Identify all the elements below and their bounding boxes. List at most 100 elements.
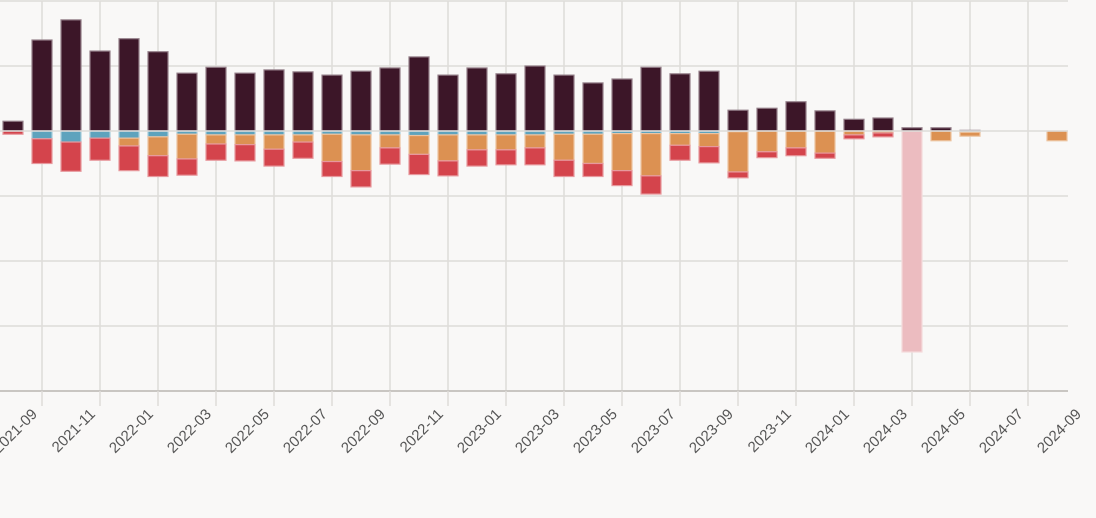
bar-orange-2024-04	[930, 130, 952, 142]
bar-positive-2023-03	[553, 74, 575, 132]
x-tick-label: 2023-03	[512, 406, 563, 457]
bar-positive-2023-10	[756, 107, 778, 132]
bar-positive-2023-04	[582, 82, 604, 132]
bar-red-2022-12	[466, 149, 488, 167]
bar-blue-2022-01	[147, 130, 169, 138]
bar-orange-2022-03	[205, 134, 227, 145]
bar-red-2021-12	[118, 145, 140, 172]
y-gridlines	[0, 0, 1068, 327]
bar-positive-2022-01	[147, 51, 169, 132]
bar-red-2023-12	[814, 152, 836, 159]
x-tick-label: 2021-11	[49, 406, 99, 456]
bar-orange-2022-08	[350, 134, 372, 172]
bar-orange-2021-12	[118, 137, 140, 147]
x-tick-label: 2024-05	[918, 406, 969, 457]
bar-positive-2021-09	[31, 39, 53, 132]
bar-orange-2022-02	[176, 133, 198, 160]
bar-red-2023-10	[756, 151, 778, 159]
x-tick-label: 2022-03	[164, 406, 215, 457]
bar-orange-2023-11	[785, 130, 807, 149]
x-axis-ticks	[41, 391, 1029, 406]
bar-orange-2024-08	[1046, 130, 1068, 142]
bar-positive-2022-09	[379, 67, 401, 132]
bar-positive-2023-08	[698, 70, 720, 132]
x-tick-label: 2022-01	[106, 406, 157, 457]
bar-positive-2022-03	[205, 66, 227, 132]
bar-red-2022-10	[408, 153, 430, 176]
bar-positive-2021-11	[89, 50, 111, 132]
bar-red-2022-03	[205, 143, 227, 161]
bar-orange-2022-01	[147, 136, 169, 157]
bar-blue-2021-10	[60, 130, 82, 143]
bar-orange-2023-09	[727, 131, 749, 173]
x-tick-label: 2023-07	[628, 406, 679, 457]
x-tick-label: 2024-01	[802, 406, 853, 457]
x-tick-label: 2022-09	[338, 406, 389, 457]
bar-orange-2023-07	[669, 133, 691, 146]
bar-positive-2021-12	[118, 38, 140, 132]
bar-positive-2022-10	[408, 56, 430, 132]
bar-orange-2023-03	[553, 133, 575, 161]
bar-red-2022-06	[292, 141, 314, 159]
bar-orange-2022-06	[292, 134, 314, 143]
bar-red-2023-04	[582, 162, 604, 178]
bar-red-2022-08	[350, 170, 372, 188]
bar-red-2021-09	[31, 138, 53, 165]
x-tick-label: 2023-11	[745, 406, 795, 456]
x-tick-label: 2022-05	[222, 406, 273, 457]
bar-blue-2021-11	[89, 130, 111, 139]
x-tick-label: 2021-09	[0, 406, 41, 457]
bar-red-2023-09	[727, 171, 749, 179]
bar-red-2022-01	[147, 155, 169, 178]
bar-positive-2023-02	[524, 65, 546, 132]
bar-positive-2024-01	[843, 118, 865, 132]
bar-red-2023-07	[669, 144, 691, 161]
bar-red-2023-03	[553, 159, 575, 178]
bar-orange-2022-05	[263, 134, 285, 150]
bar-positive-2022-04	[234, 72, 256, 132]
bar-positive-2021-10	[60, 19, 82, 132]
bar-red-2021-11	[89, 137, 111, 161]
bar-red-2022-11	[437, 160, 459, 177]
bar-red-2022-05	[263, 148, 285, 167]
bars	[2, 19, 1068, 353]
bar-blue-2021-12	[118, 130, 140, 139]
bar-orange-2022-10	[408, 134, 430, 156]
x-tick-label: 2024-07	[976, 406, 1027, 457]
bar-positive-2022-12	[466, 67, 488, 132]
bar-positive-2022-02	[176, 72, 198, 132]
bar-red-2022-04	[234, 144, 256, 162]
bar-positive-2024-02	[872, 117, 894, 132]
bar-orange-2023-08	[698, 133, 720, 148]
x-tick-label: 2022-07	[280, 406, 331, 457]
bar-positive-2022-05	[263, 69, 285, 132]
bar-red-2023-08	[698, 146, 720, 164]
bar-orange-2023-02	[524, 134, 546, 149]
bar-orange-2023-10	[756, 130, 778, 153]
bar-orange-2022-11	[437, 134, 459, 162]
bar-positive-2022-06	[292, 71, 314, 132]
bar-red-2023-02	[524, 147, 546, 166]
bar-positive-2023-07	[669, 73, 691, 132]
x-tick-label: 2022-11	[397, 406, 447, 456]
x-tick-label: 2024-09	[1034, 406, 1085, 457]
bar-red-2022-02	[176, 158, 198, 176]
bar-orange-2023-01	[495, 134, 517, 151]
bar-blue-2021-09	[31, 130, 53, 140]
bar-red-2022-07	[321, 160, 343, 178]
bar-orange-2023-12	[814, 130, 836, 154]
bar-positive-2022-11	[437, 74, 459, 132]
bar-red-2022-09	[379, 147, 401, 165]
bar-positive-2022-08	[350, 70, 372, 132]
bar-orange-2022-09	[379, 134, 401, 149]
bar-positive-2023-06	[640, 66, 662, 132]
bar-orange-2022-12	[466, 134, 488, 151]
x-tick-label: 2023-05	[570, 406, 621, 457]
bar-positive-2021-08	[2, 120, 24, 132]
bar-pink-2024-03	[901, 130, 923, 353]
bar-positive-2022-07	[321, 74, 343, 132]
bar-positive-2023-09	[727, 109, 749, 132]
x-axis-tick-labels: 2021-09 2021-11 2022-01 2022-03 2022-05 2022-…	[0, 406, 1085, 457]
bar-orange-2022-07	[321, 133, 343, 163]
